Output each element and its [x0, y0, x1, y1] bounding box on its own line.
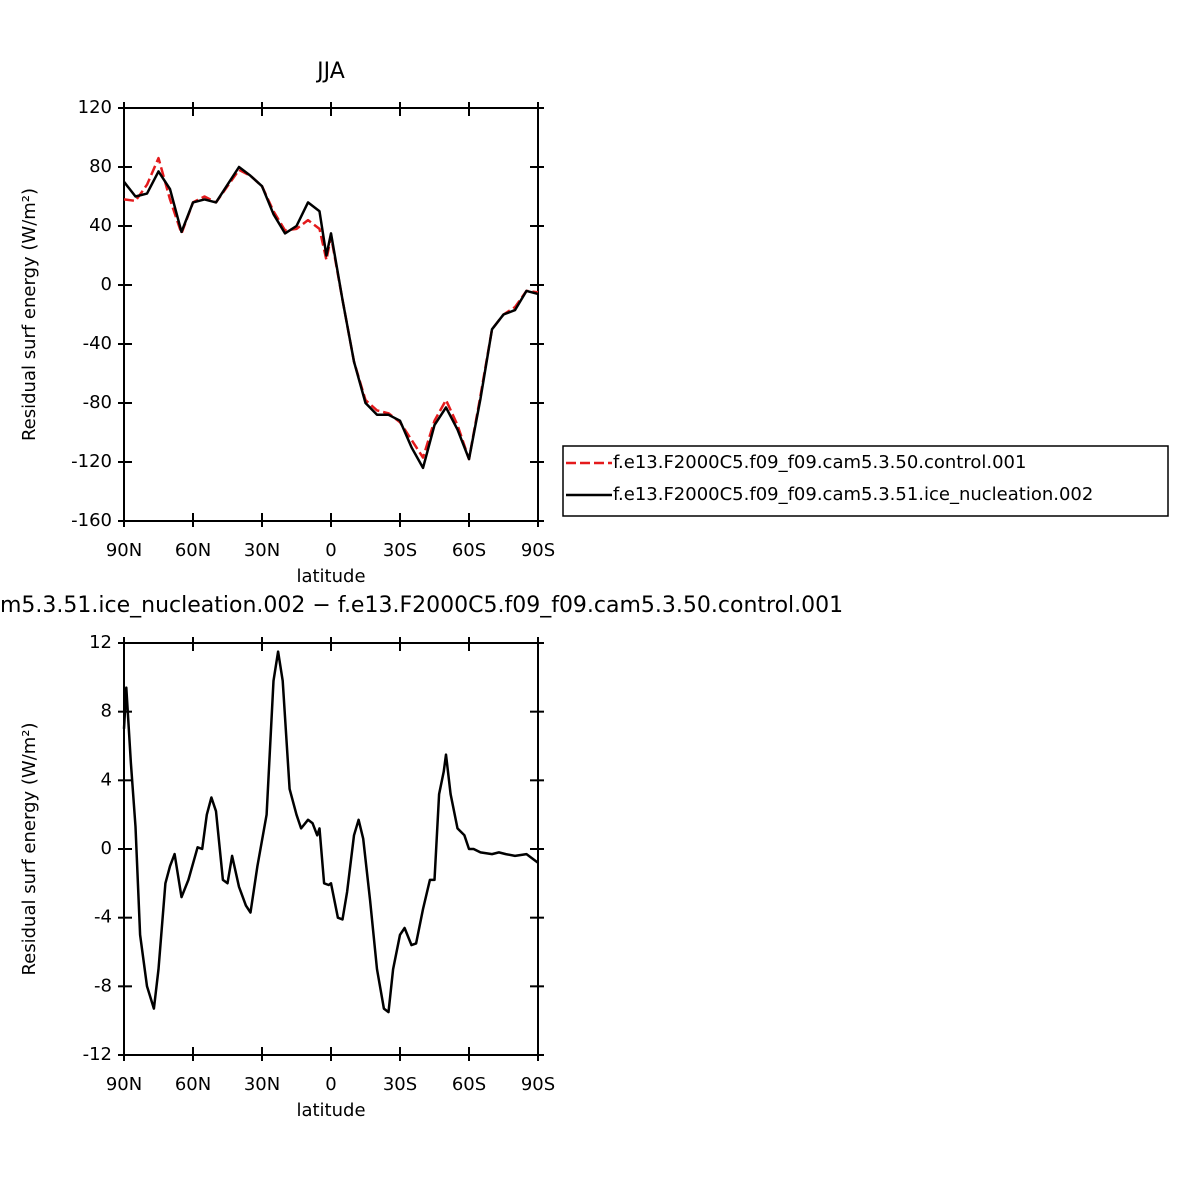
- y-tick-label: -12: [83, 1044, 112, 1065]
- series-line: [123, 165, 539, 470]
- x-tick-label: 30N: [244, 540, 280, 561]
- y-tick-label: 0: [101, 274, 112, 295]
- x-tick-label: 30N: [244, 1074, 280, 1095]
- x-axis-label: latitude: [296, 1100, 365, 1121]
- x-tick-label: 0: [325, 1074, 336, 1095]
- chart-title: JJA: [315, 59, 345, 84]
- legend-label: f.e13.F2000C5.f09_f09.cam5.3.50.control.…: [613, 452, 1026, 473]
- y-tick-label: -40: [83, 333, 112, 354]
- chart-title: m5.3.51.ice_nucleation.002 − f.e13.F2000…: [0, 593, 843, 618]
- y-tick-label: -80: [83, 392, 112, 413]
- x-tick-label: 60S: [452, 540, 486, 561]
- y-tick-label: 12: [89, 632, 112, 653]
- x-tick-label: 30S: [383, 540, 417, 561]
- y-tick-label: 8: [101, 701, 112, 722]
- y-tick-label: -8: [94, 975, 112, 996]
- y-tick-label: 120: [78, 97, 112, 118]
- y-tick-label: -4: [94, 907, 112, 928]
- x-tick-label: 90N: [106, 1074, 142, 1095]
- legend-label: f.e13.F2000C5.f09_f09.cam5.3.51.ice_nucl…: [613, 484, 1093, 505]
- y-tick-label: 40: [89, 215, 112, 236]
- x-tick-label: 0: [325, 540, 336, 561]
- series-line: [122, 650, 539, 1014]
- x-tick-label: 60N: [175, 1074, 211, 1095]
- y-tick-label: -160: [71, 510, 112, 531]
- y-tick-label: 4: [101, 769, 112, 790]
- x-tick-label: 30S: [383, 1074, 417, 1095]
- legend-box: [562, 445, 1169, 517]
- x-tick-label: 60N: [175, 540, 211, 561]
- x-axis-label: latitude: [296, 566, 365, 587]
- x-tick-label: 90S: [521, 1074, 555, 1095]
- x-tick-label: 90S: [521, 540, 555, 561]
- plot-frame: [123, 107, 539, 522]
- y-tick-label: 0: [101, 838, 112, 859]
- y-tick-label: -120: [71, 451, 112, 472]
- y-tick-label: 80: [89, 156, 112, 177]
- x-tick-label: 60S: [452, 1074, 486, 1095]
- series-line: [123, 156, 539, 461]
- x-tick-label: 90N: [106, 540, 142, 561]
- y-axis-label: Residual surf energy (W/m²): [19, 188, 40, 441]
- y-axis-label: Residual surf energy (W/m²): [19, 722, 40, 975]
